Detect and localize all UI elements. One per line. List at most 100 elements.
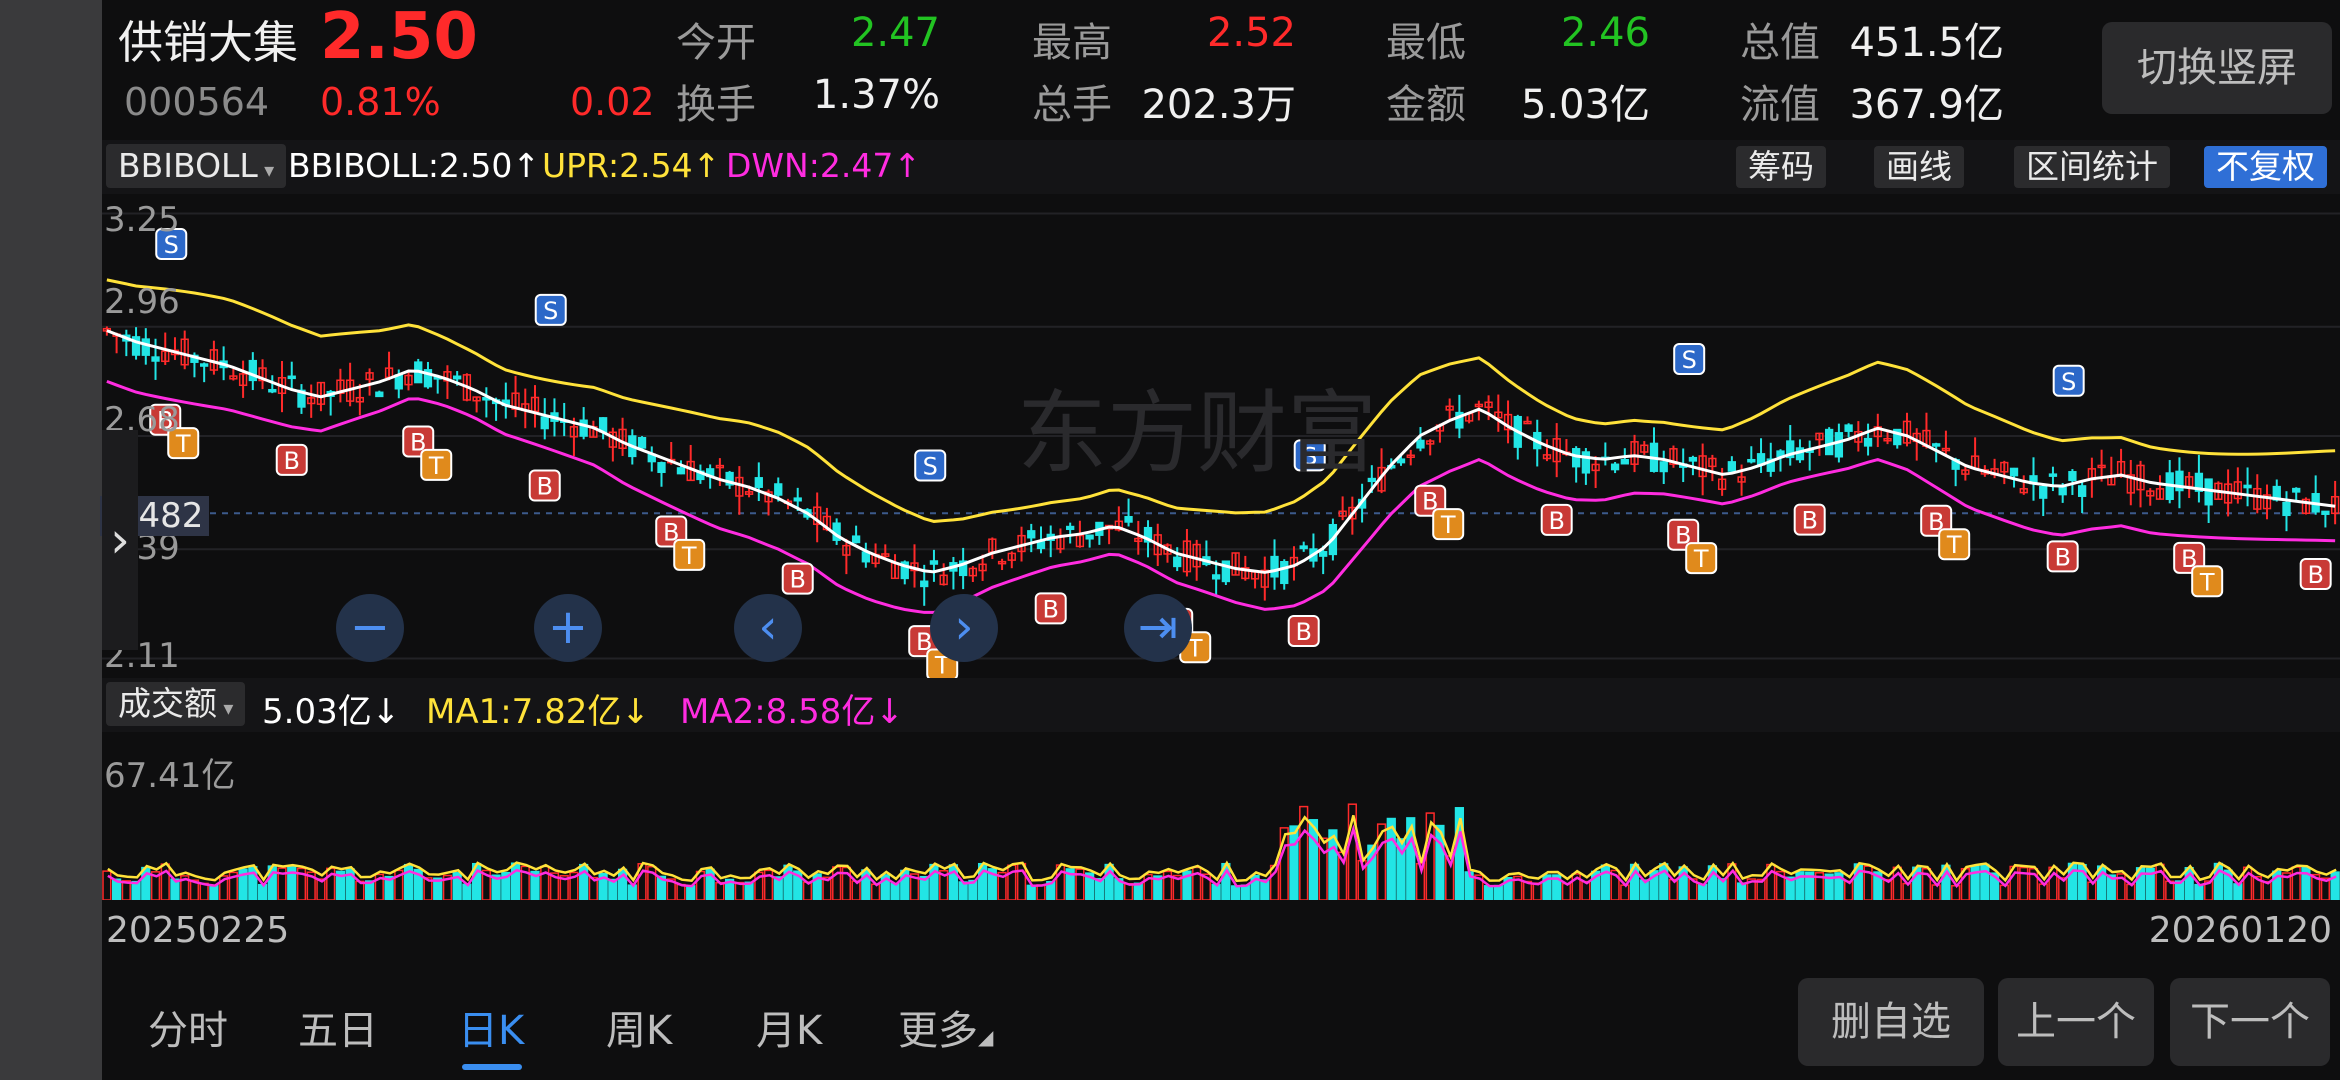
volume-bar — [1036, 884, 1046, 900]
scroll-right-button[interactable]: › — [930, 594, 998, 662]
candle-body — [200, 363, 209, 367]
candle-body — [355, 396, 365, 403]
volume-bar — [316, 878, 326, 900]
candle-body — [1007, 552, 1016, 561]
candle-body — [2204, 478, 2213, 506]
volume-bar — [530, 870, 540, 900]
candle-body — [1883, 437, 1892, 442]
candle-body — [1367, 477, 1376, 483]
candle-body — [997, 560, 1007, 565]
switch-portrait-button[interactable]: 切换竖屏 — [2102, 22, 2332, 114]
candle-body — [1455, 411, 1464, 429]
tab-intraday[interactable]: 分时 — [148, 1008, 228, 1054]
range-stats-button[interactable]: 区间统计 — [2014, 146, 2170, 188]
volume-bar — [1133, 882, 1143, 900]
volume-bar — [1016, 862, 1027, 900]
volume-bar — [1211, 883, 1221, 900]
tab-five-day[interactable]: 五日 — [298, 1008, 378, 1054]
candle-body — [1396, 458, 1406, 464]
buy-signal-badge: B — [284, 447, 300, 475]
candle-body — [2243, 484, 2252, 489]
candle-body — [725, 471, 734, 486]
candle-body — [1698, 455, 1707, 478]
stat-label: 总值 — [1740, 20, 1820, 66]
candle-body — [2077, 485, 2087, 497]
candle-body — [2048, 473, 2058, 477]
volume-bar — [1474, 874, 1484, 900]
volume-bar — [1931, 884, 1941, 900]
scroll-end-button[interactable]: ⇥ — [1124, 594, 1192, 662]
candle-body — [2292, 487, 2301, 493]
volume-bar — [2019, 866, 2029, 900]
volume-bar — [890, 882, 900, 900]
chips-button[interactable]: 筹码 — [1736, 146, 1826, 188]
zoom-in-button[interactable]: + — [534, 594, 602, 662]
zoom-out-button[interactable]: − — [336, 594, 404, 662]
candle-body — [1688, 456, 1698, 462]
candle-body — [1066, 525, 1075, 531]
scroll-left-button[interactable]: ‹ — [734, 594, 802, 662]
candle-body — [1270, 555, 1279, 578]
candle-body — [1192, 543, 1201, 568]
candle-body — [842, 544, 851, 556]
chevron-right-icon: › — [954, 599, 974, 655]
candle-body — [1445, 405, 1454, 411]
trade-signal-badge: T — [1440, 511, 1456, 539]
candle-body — [1523, 420, 1532, 425]
candle-body — [287, 375, 296, 380]
volume-bar — [763, 869, 774, 900]
volume-bar — [1454, 807, 1465, 900]
volume-bar — [1279, 827, 1289, 900]
buy-signal-badge: B — [1042, 595, 1058, 623]
volume-bar — [1299, 805, 1309, 900]
candle-body — [1542, 454, 1552, 460]
tab-weekly-k[interactable]: 周K — [606, 1008, 673, 1054]
candle-body — [1834, 432, 1844, 458]
tab-more[interactable]: 更多◢ — [898, 998, 993, 1056]
sell-signal-badge-bg — [914, 449, 947, 482]
candle-body — [1085, 534, 1094, 540]
draw-line-button[interactable]: 画线 — [1874, 146, 1964, 188]
volume-bar — [1435, 824, 1445, 900]
candle-body — [2262, 494, 2272, 510]
volume-bar — [734, 881, 744, 900]
sell-signal-badge-bg — [2052, 364, 2085, 397]
candle-body — [2301, 498, 2311, 515]
previous-stock-button[interactable]: 上一个 — [1998, 978, 2154, 1066]
volume-bar — [1921, 867, 1932, 900]
volume-bar — [2262, 881, 2272, 900]
candle-body — [881, 553, 890, 558]
indicator-dropdown[interactable]: BBIBOLL ▾ — [106, 144, 287, 188]
volume-bar — [1639, 879, 1649, 900]
volume-bar — [384, 875, 394, 900]
candle-body — [2126, 474, 2135, 494]
buy-signal-badge: B — [916, 628, 932, 656]
candle-body — [754, 477, 763, 488]
volume-dropdown[interactable]: 成交额 ▾ — [106, 682, 246, 726]
stat-value: 367.9亿 — [1849, 82, 2004, 128]
volume-bar — [1678, 866, 1688, 900]
tab-daily-k[interactable]: 日K — [458, 1008, 525, 1054]
volume-bar — [968, 879, 978, 900]
buy-signal-badge: B — [410, 428, 426, 456]
sell-signal-badge-bg — [534, 293, 567, 326]
tab-monthly-k[interactable]: 月K — [756, 1008, 823, 1054]
sell-signal-badge: S — [1682, 346, 1697, 374]
candle-body — [1474, 403, 1484, 408]
candle-body — [1231, 552, 1240, 576]
candle-body — [1416, 439, 1425, 449]
candle-body — [1727, 461, 1737, 472]
volume-bar — [1386, 817, 1396, 900]
watermark-logo: 东方财富 — [1017, 381, 1377, 486]
candle-body — [968, 567, 978, 577]
volume-bar — [2038, 883, 2048, 900]
remove-watchlist-button[interactable]: 删自选 — [1798, 978, 1984, 1066]
stat-label: 金额 — [1386, 82, 1466, 128]
volume-bar — [1775, 870, 1786, 900]
no-adjust-button[interactable]: 不复权 — [2204, 146, 2327, 188]
volume-bar — [355, 880, 365, 900]
chevron-right-icon[interactable]: › — [102, 430, 138, 650]
next-stock-button[interactable]: 下一个 — [2170, 978, 2330, 1066]
buy-signal-badge-bg — [2046, 540, 2079, 573]
volume-chart[interactable] — [102, 732, 2340, 900]
